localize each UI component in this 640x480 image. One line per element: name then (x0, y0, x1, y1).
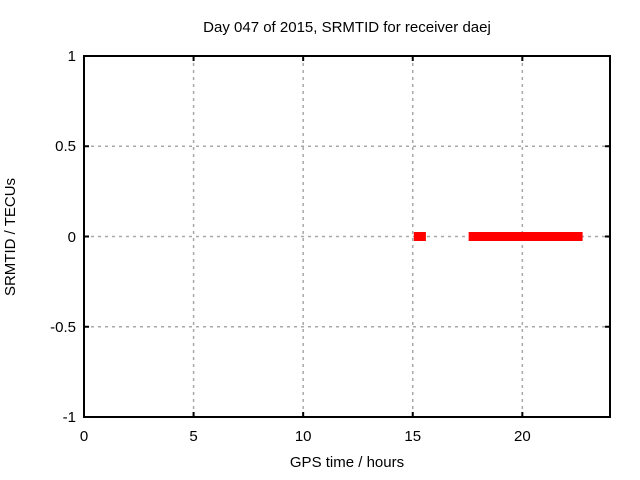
x-tick-label: 5 (189, 428, 198, 445)
x-axis-label: GPS time / hours (289, 454, 405, 471)
x-tick-label: 20 (513, 428, 531, 445)
x-tick-label: 15 (404, 428, 422, 445)
y-tick-label: -0.5 (50, 318, 76, 336)
y-tick-label: 0 (67, 228, 76, 246)
y-tick-label: 0.5 (55, 138, 76, 156)
chart-title: Day 047 of 2015, SRMTID for receiver dae… (203, 19, 491, 36)
x-tick-label: 10 (294, 428, 312, 445)
x-tick-label: 0 (79, 428, 89, 445)
data-series-segment (468, 232, 583, 241)
data-series-segment (413, 232, 426, 241)
y-tick-label: 1 (67, 48, 76, 65)
y-tick-label: -1 (62, 409, 76, 426)
